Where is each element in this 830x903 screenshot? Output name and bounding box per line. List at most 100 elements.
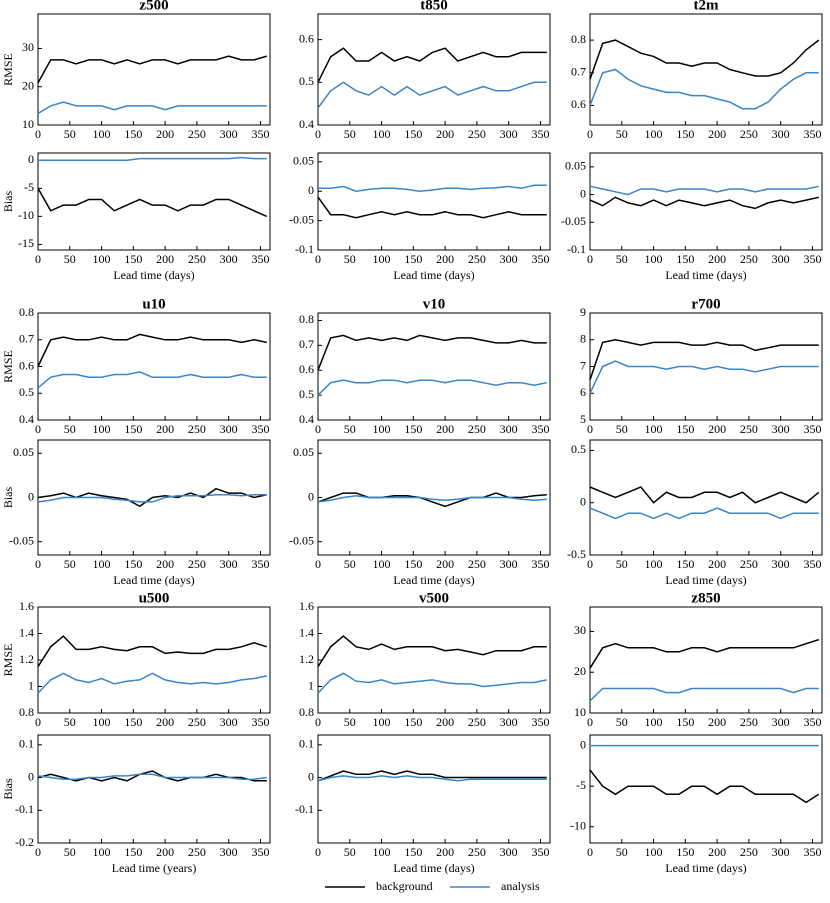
x-tick-label: 200 xyxy=(436,252,454,266)
x-tick-label: 150 xyxy=(124,252,142,266)
y-tick-label: 6 xyxy=(580,385,586,399)
series-line xyxy=(317,81,547,109)
y-tick-label: 0 xyxy=(580,494,586,508)
x-tick-label: 50 xyxy=(616,715,628,729)
x-tick-label: 100 xyxy=(373,422,391,436)
x-tick-label: 250 xyxy=(468,422,486,436)
y-tick-label: 0.5 xyxy=(571,442,586,456)
y-tick-label: 0.05 xyxy=(565,159,586,173)
y-tick-label: 1.4 xyxy=(19,625,34,639)
x-tick-label: 300 xyxy=(220,715,238,729)
y-tick-label: 1.6 xyxy=(19,599,34,613)
x-tick-label: 200 xyxy=(156,715,174,729)
x-tick-label: 300 xyxy=(772,557,790,571)
plot-frame xyxy=(317,13,551,126)
x-tick-label: 350 xyxy=(803,845,821,859)
x-tick-label: 300 xyxy=(772,252,790,266)
x-tick-label: 100 xyxy=(373,127,391,141)
x-tick-label: 200 xyxy=(156,845,174,859)
x-tick-label: 300 xyxy=(500,715,518,729)
plot-frame xyxy=(37,734,271,844)
x-tick-label: 0 xyxy=(587,127,593,141)
panel-title: v500 xyxy=(419,590,449,606)
x-tick-label: 0 xyxy=(35,845,41,859)
y-tick-label: 0.4 xyxy=(19,412,34,426)
y-tick-label: 0.6 xyxy=(19,358,34,372)
x-tick-label: 250 xyxy=(740,252,758,266)
x-tick-label: 0 xyxy=(35,557,41,571)
y-tick-label: 1.6 xyxy=(299,599,314,613)
x-tick-label: 150 xyxy=(124,845,142,859)
x-tick-label: 300 xyxy=(220,422,238,436)
x-tick-label: 250 xyxy=(740,557,758,571)
series-line xyxy=(37,635,268,668)
x-tick-label: 100 xyxy=(645,557,663,571)
y-tick-label: 20 xyxy=(574,664,586,678)
y-tick-label: 8 xyxy=(580,332,586,346)
y-axis-label: Bias xyxy=(1,487,15,509)
x-tick-label: 50 xyxy=(616,127,628,141)
x-tick-label: 250 xyxy=(740,715,758,729)
y-tick-label: 0 xyxy=(28,769,34,783)
y-axis-label: RMSE xyxy=(1,53,15,86)
x-tick-label: 250 xyxy=(468,845,486,859)
y-tick-label: -5 xyxy=(24,180,34,194)
series-line xyxy=(589,769,820,804)
x-tick-label: 200 xyxy=(708,845,726,859)
y-tick-label: 1.4 xyxy=(299,625,314,639)
x-tick-label: 50 xyxy=(344,845,356,859)
x-tick-label: 150 xyxy=(404,252,422,266)
x-tick-label: 250 xyxy=(468,715,486,729)
x-tick-label: 100 xyxy=(373,252,391,266)
y-tick-label: 0 xyxy=(580,737,586,751)
panel-title: z500 xyxy=(139,0,168,13)
x-tick-label: 100 xyxy=(93,252,111,266)
x-tick-label: 150 xyxy=(676,422,694,436)
x-tick-label: 350 xyxy=(251,557,269,571)
series-line xyxy=(317,672,547,694)
x-tick-label: 150 xyxy=(124,422,142,436)
x-tick-label: 200 xyxy=(436,715,454,729)
y-tick-label: 5 xyxy=(580,412,586,426)
series-line xyxy=(589,39,820,80)
x-tick-label: 150 xyxy=(676,127,694,141)
y-tick-label: 1 xyxy=(308,678,314,692)
x-tick-label: 300 xyxy=(500,845,518,859)
plot-frame xyxy=(37,312,271,421)
plot-frame xyxy=(37,13,271,126)
panel-title: t850 xyxy=(420,0,448,13)
x-tick-label: 0 xyxy=(587,557,593,571)
y-tick-label: -0.1 xyxy=(567,242,586,256)
x-tick-label: 0 xyxy=(35,715,41,729)
x-tick-label: 250 xyxy=(188,422,206,436)
x-tick-label: 50 xyxy=(64,845,76,859)
x-tick-label: 250 xyxy=(740,127,758,141)
y-tick-label: 0.05 xyxy=(293,445,314,459)
y-axis-label: Bias xyxy=(1,778,15,800)
x-tick-label: 0 xyxy=(315,127,321,141)
y-tick-label: 9 xyxy=(580,305,586,319)
y-tick-label: 0.8 xyxy=(571,32,586,46)
x-tick-label: 250 xyxy=(188,845,206,859)
series-line xyxy=(37,494,267,503)
x-tick-label: 0 xyxy=(587,715,593,729)
y-tick-label: 0.8 xyxy=(19,705,34,719)
y-tick-label: 30 xyxy=(22,40,34,54)
x-tick-label: 150 xyxy=(404,127,422,141)
series-line xyxy=(589,507,819,520)
x-tick-label: 100 xyxy=(373,715,391,729)
x-tick-label: 250 xyxy=(188,557,206,571)
y-tick-label: -0.5 xyxy=(567,547,586,561)
y-tick-label: -0.05 xyxy=(561,214,586,228)
legend-label: background xyxy=(376,879,433,893)
plot-frame xyxy=(589,439,823,556)
y-tick-label: 0.1 xyxy=(19,737,34,751)
y-tick-label: -0.05 xyxy=(289,212,314,226)
x-tick-label: 0 xyxy=(587,422,593,436)
x-tick-label: 0 xyxy=(315,422,321,436)
plot-frame xyxy=(317,312,551,421)
x-tick-label: 200 xyxy=(708,252,726,266)
x-tick-label: 250 xyxy=(740,845,758,859)
x-tick-label: 350 xyxy=(251,715,269,729)
